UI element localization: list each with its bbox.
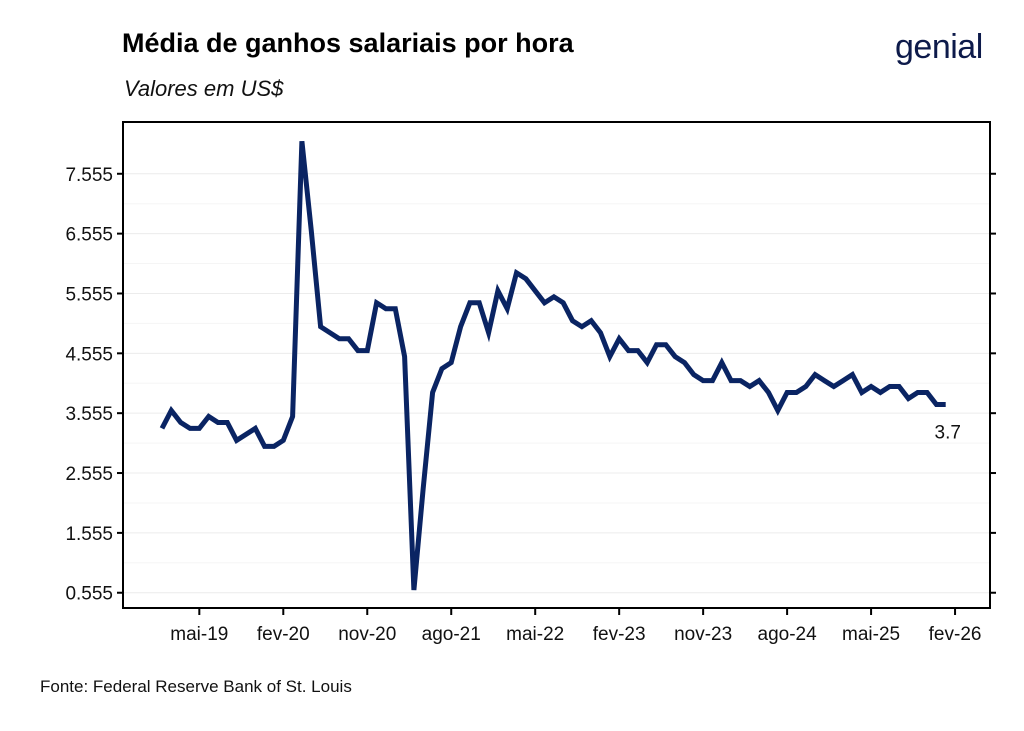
x-tick-label: fev-23 — [593, 624, 646, 645]
chart-title: Média de ganhos salariais por hora — [122, 28, 574, 58]
x-tick-label: mai-22 — [506, 624, 564, 645]
y-tick-label: 4.555 — [65, 344, 113, 365]
x-tick-label: mai-19 — [170, 624, 228, 645]
y-tick-label: 0.555 — [65, 584, 113, 605]
y-tick-label: 5.555 — [65, 284, 113, 305]
y-tick-label: 2.555 — [65, 464, 113, 485]
y-tick-label: 1.555 — [65, 524, 113, 545]
x-tick-label: ago-24 — [758, 624, 818, 645]
last-value-label: 3.7 — [935, 423, 961, 444]
x-tick-label: fev-20 — [257, 624, 310, 645]
series-line — [159, 140, 946, 591]
y-tick-label: 7.555 — [65, 165, 113, 186]
y-tick-label: 3.555 — [65, 404, 113, 425]
plot-frame — [122, 121, 991, 609]
y-tick-label: 6.555 — [65, 225, 113, 246]
x-tick-label: nov-20 — [338, 624, 396, 645]
x-tick-label: fev-26 — [929, 624, 982, 645]
chart-subtitle: Valores em US$ — [124, 76, 284, 101]
genial-logo: genial — [895, 28, 983, 66]
x-tick-label: nov-23 — [674, 624, 732, 645]
source-note: Fonte: Federal Reserve Bank of St. Louis — [40, 677, 352, 696]
x-tick-label: mai-25 — [842, 624, 900, 645]
x-tick-label: ago-21 — [422, 624, 481, 645]
